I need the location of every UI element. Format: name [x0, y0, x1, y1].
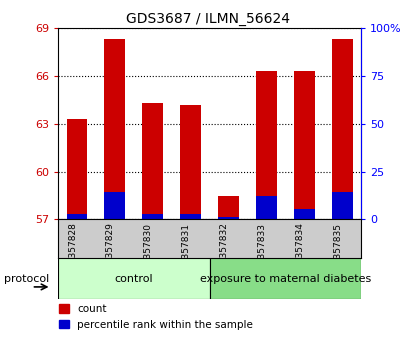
- Text: control: control: [115, 274, 153, 284]
- Bar: [256, 72, 277, 219]
- Text: GDS3687 / ILMN_56624: GDS3687 / ILMN_56624: [125, 12, 290, 27]
- Bar: [67, 119, 88, 219]
- Text: protocol: protocol: [4, 274, 49, 284]
- Bar: [142, 214, 163, 219]
- Text: GSM357835: GSM357835: [333, 223, 342, 278]
- Text: GSM357831: GSM357831: [182, 223, 190, 278]
- Bar: [210, 258, 361, 299]
- Text: GSM357829: GSM357829: [106, 223, 115, 278]
- Bar: [142, 103, 163, 219]
- Bar: [332, 192, 352, 219]
- Bar: [180, 105, 201, 219]
- Legend: count, percentile rank within the sample: count, percentile rank within the sample: [59, 304, 254, 330]
- Bar: [294, 209, 315, 219]
- Bar: [332, 40, 352, 219]
- Text: GSM357832: GSM357832: [220, 223, 229, 278]
- Bar: [218, 217, 239, 219]
- Bar: [105, 192, 125, 219]
- Text: GSM357830: GSM357830: [144, 223, 153, 278]
- Bar: [180, 214, 201, 219]
- Text: GSM357834: GSM357834: [295, 223, 304, 278]
- Bar: [218, 195, 239, 219]
- Bar: [58, 258, 210, 299]
- Bar: [294, 72, 315, 219]
- Text: GSM357828: GSM357828: [68, 223, 77, 278]
- Bar: [256, 195, 277, 219]
- Text: GSM357833: GSM357833: [257, 223, 266, 278]
- Text: exposure to maternal diabetes: exposure to maternal diabetes: [200, 274, 371, 284]
- Bar: [67, 214, 88, 219]
- Bar: [105, 40, 125, 219]
